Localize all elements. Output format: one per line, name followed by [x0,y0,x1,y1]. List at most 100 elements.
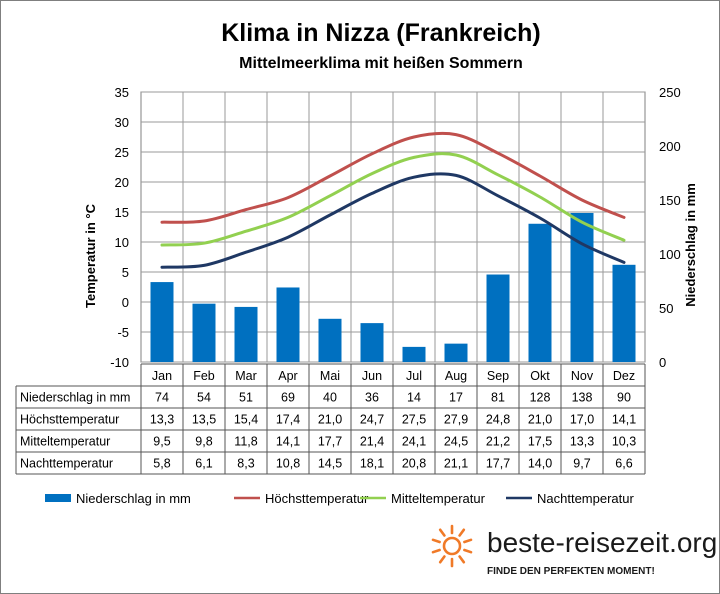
table-cell: 21,1 [444,457,468,471]
table-row-header: Niederschlag in mm [20,391,130,405]
y-tick-left-label: 5 [122,265,129,280]
table-cell: 14,0 [528,457,552,471]
table-cell: 21,0 [528,413,552,427]
table-cell: 10,3 [612,435,636,449]
precipitation-bar [402,346,426,362]
table-cell: 74 [155,391,169,405]
y-tick-left-label: 30 [115,115,129,130]
sun-ray [463,548,473,554]
x-tick-label: Feb [193,369,215,383]
sun-ray [463,538,473,544]
table-cell: 17,0 [570,413,594,427]
table-cell: 21,4 [360,435,384,449]
brand-tagline: FINDE DEN PERFEKTEN MOMENT! [487,566,655,577]
chart-subtitle: Mittelmeerklima mit heißen Sommern [239,55,523,72]
y-axis-left-ticks: 35 30 25 20 15 10 5 0 -5 -10 [110,85,129,370]
chart-title: Klima in Nizza (Frankreich) [221,19,541,47]
mitteltemperatur-line [160,152,626,247]
table-cell: 24,5 [444,435,468,449]
temperature-lines [160,131,626,269]
sun-ray [458,555,466,564]
precipitation-bar [570,212,594,362]
table-cell: 36 [365,391,379,405]
precipitation-bar [486,274,510,362]
table-cell: 17,4 [276,413,300,427]
x-tick-label: Apr [278,369,297,383]
table-cell: 24,7 [360,413,384,427]
table-cell: 14,5 [318,457,342,471]
table-cell: 51 [239,391,253,405]
sun-ray [438,528,446,537]
x-tick-label: Sep [487,369,509,383]
sun-ray [438,555,446,564]
table-cell: 90 [617,391,631,405]
table-cell: 21,2 [486,435,510,449]
y-axis-left-label: Temperatur in °C [83,203,98,308]
y-tick-left-label: 35 [115,85,129,100]
x-tick-label: Nov [571,369,594,383]
x-tick-label: Dez [613,369,635,383]
table-cell: 21,0 [318,413,342,427]
table-cell: 17 [449,391,463,405]
y-tick-right-label: 150 [659,193,681,208]
y-tick-right-label: 0 [659,355,666,370]
precipitation-bar [444,343,468,362]
table-row-header: Mitteltemperatur [20,435,110,449]
legend-item-label: Mitteltemperatur [391,491,486,506]
precipitation-bar [192,303,216,362]
y-tick-left-label: 20 [115,175,129,190]
precipitation-bar [318,318,342,362]
y-tick-left-label: 0 [122,295,129,310]
y-tick-right-label: 250 [659,85,681,100]
precipitation-bar [360,323,384,362]
table-cell: 54 [197,391,211,405]
sun-ray [431,538,441,544]
table-cell: 13,3 [150,413,174,427]
branding: beste-reisezeit.org FINDE DEN PERFEKTEN … [431,524,717,577]
table-cell: 13,5 [192,413,216,427]
table-cell: 14,1 [612,413,636,427]
precipitation-bar [276,287,300,362]
y-tick-left-label: -5 [117,325,129,340]
y-tick-right-label: 50 [659,301,673,316]
y-axis-right-label: Niederschlag in mm [683,183,698,307]
sun-core [442,536,462,556]
nachttemperatur-line [160,172,626,269]
table-cell: 14,1 [276,435,300,449]
y-tick-left-label: 25 [115,145,129,160]
precipitation-bar [528,223,552,362]
y-tick-right-label: 200 [659,139,681,154]
table-cell: 27,5 [402,413,426,427]
x-tick-label: Okt [530,369,550,383]
table-cell: 5,8 [153,457,170,471]
legend-item-label: Niederschlag in mm [76,491,191,506]
y-tick-left-label: 10 [115,235,129,250]
x-tick-label: Mai [320,369,340,383]
table-cell: 24,8 [486,413,510,427]
sun-icon [431,524,473,568]
y-tick-right-label: 100 [659,247,681,262]
table-cell: 15,4 [234,413,258,427]
precipitation-bar [150,282,174,362]
table-cell: 9,8 [195,435,212,449]
table-cell: 9,7 [573,457,590,471]
table-cell: 13,3 [570,435,594,449]
table-cell: 14 [407,391,421,405]
table-cell: 40 [323,391,337,405]
table-cell: 17,7 [486,457,510,471]
table-cell: 6,6 [615,457,632,471]
table-row-header: Nachttemperatur [20,457,113,471]
table-cell: 11,8 [234,435,257,449]
brand-site: beste-reisezeit.org [487,527,717,558]
precipitation-bar [612,264,636,362]
table-cell: 17,5 [528,435,552,449]
x-tick-label: Jun [362,369,382,383]
legend-item-label: Höchsttemperatur [265,491,369,506]
table-cell: 10,8 [276,457,300,471]
data-table: Jan Feb Mar Apr Mai Jun Jul Aug Sep Okt Nov Dez Nied… [15,363,646,475]
legend-swatch [45,494,71,502]
table-cell: 69 [281,391,295,405]
table-row-header: Höchsttemperatur [20,413,119,427]
